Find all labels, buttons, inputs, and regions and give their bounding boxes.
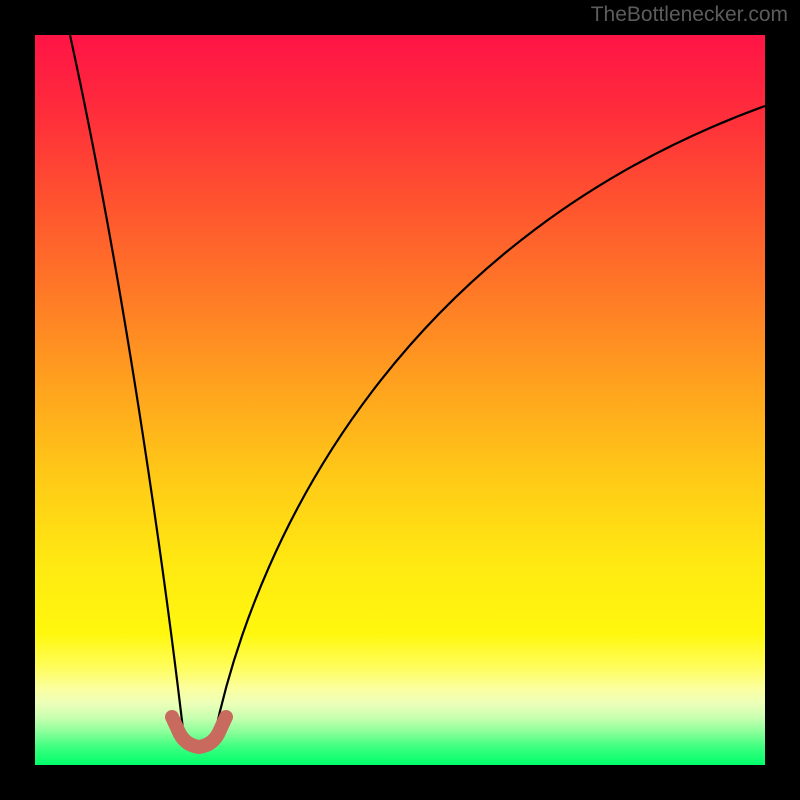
watermark-label: TheBottlenecker.com: [591, 3, 788, 26]
chart-container: TheBottlenecker.com: [0, 0, 800, 800]
gradient-plot-area: [35, 35, 765, 765]
bottleneck-chart: TheBottlenecker.com: [0, 0, 800, 800]
